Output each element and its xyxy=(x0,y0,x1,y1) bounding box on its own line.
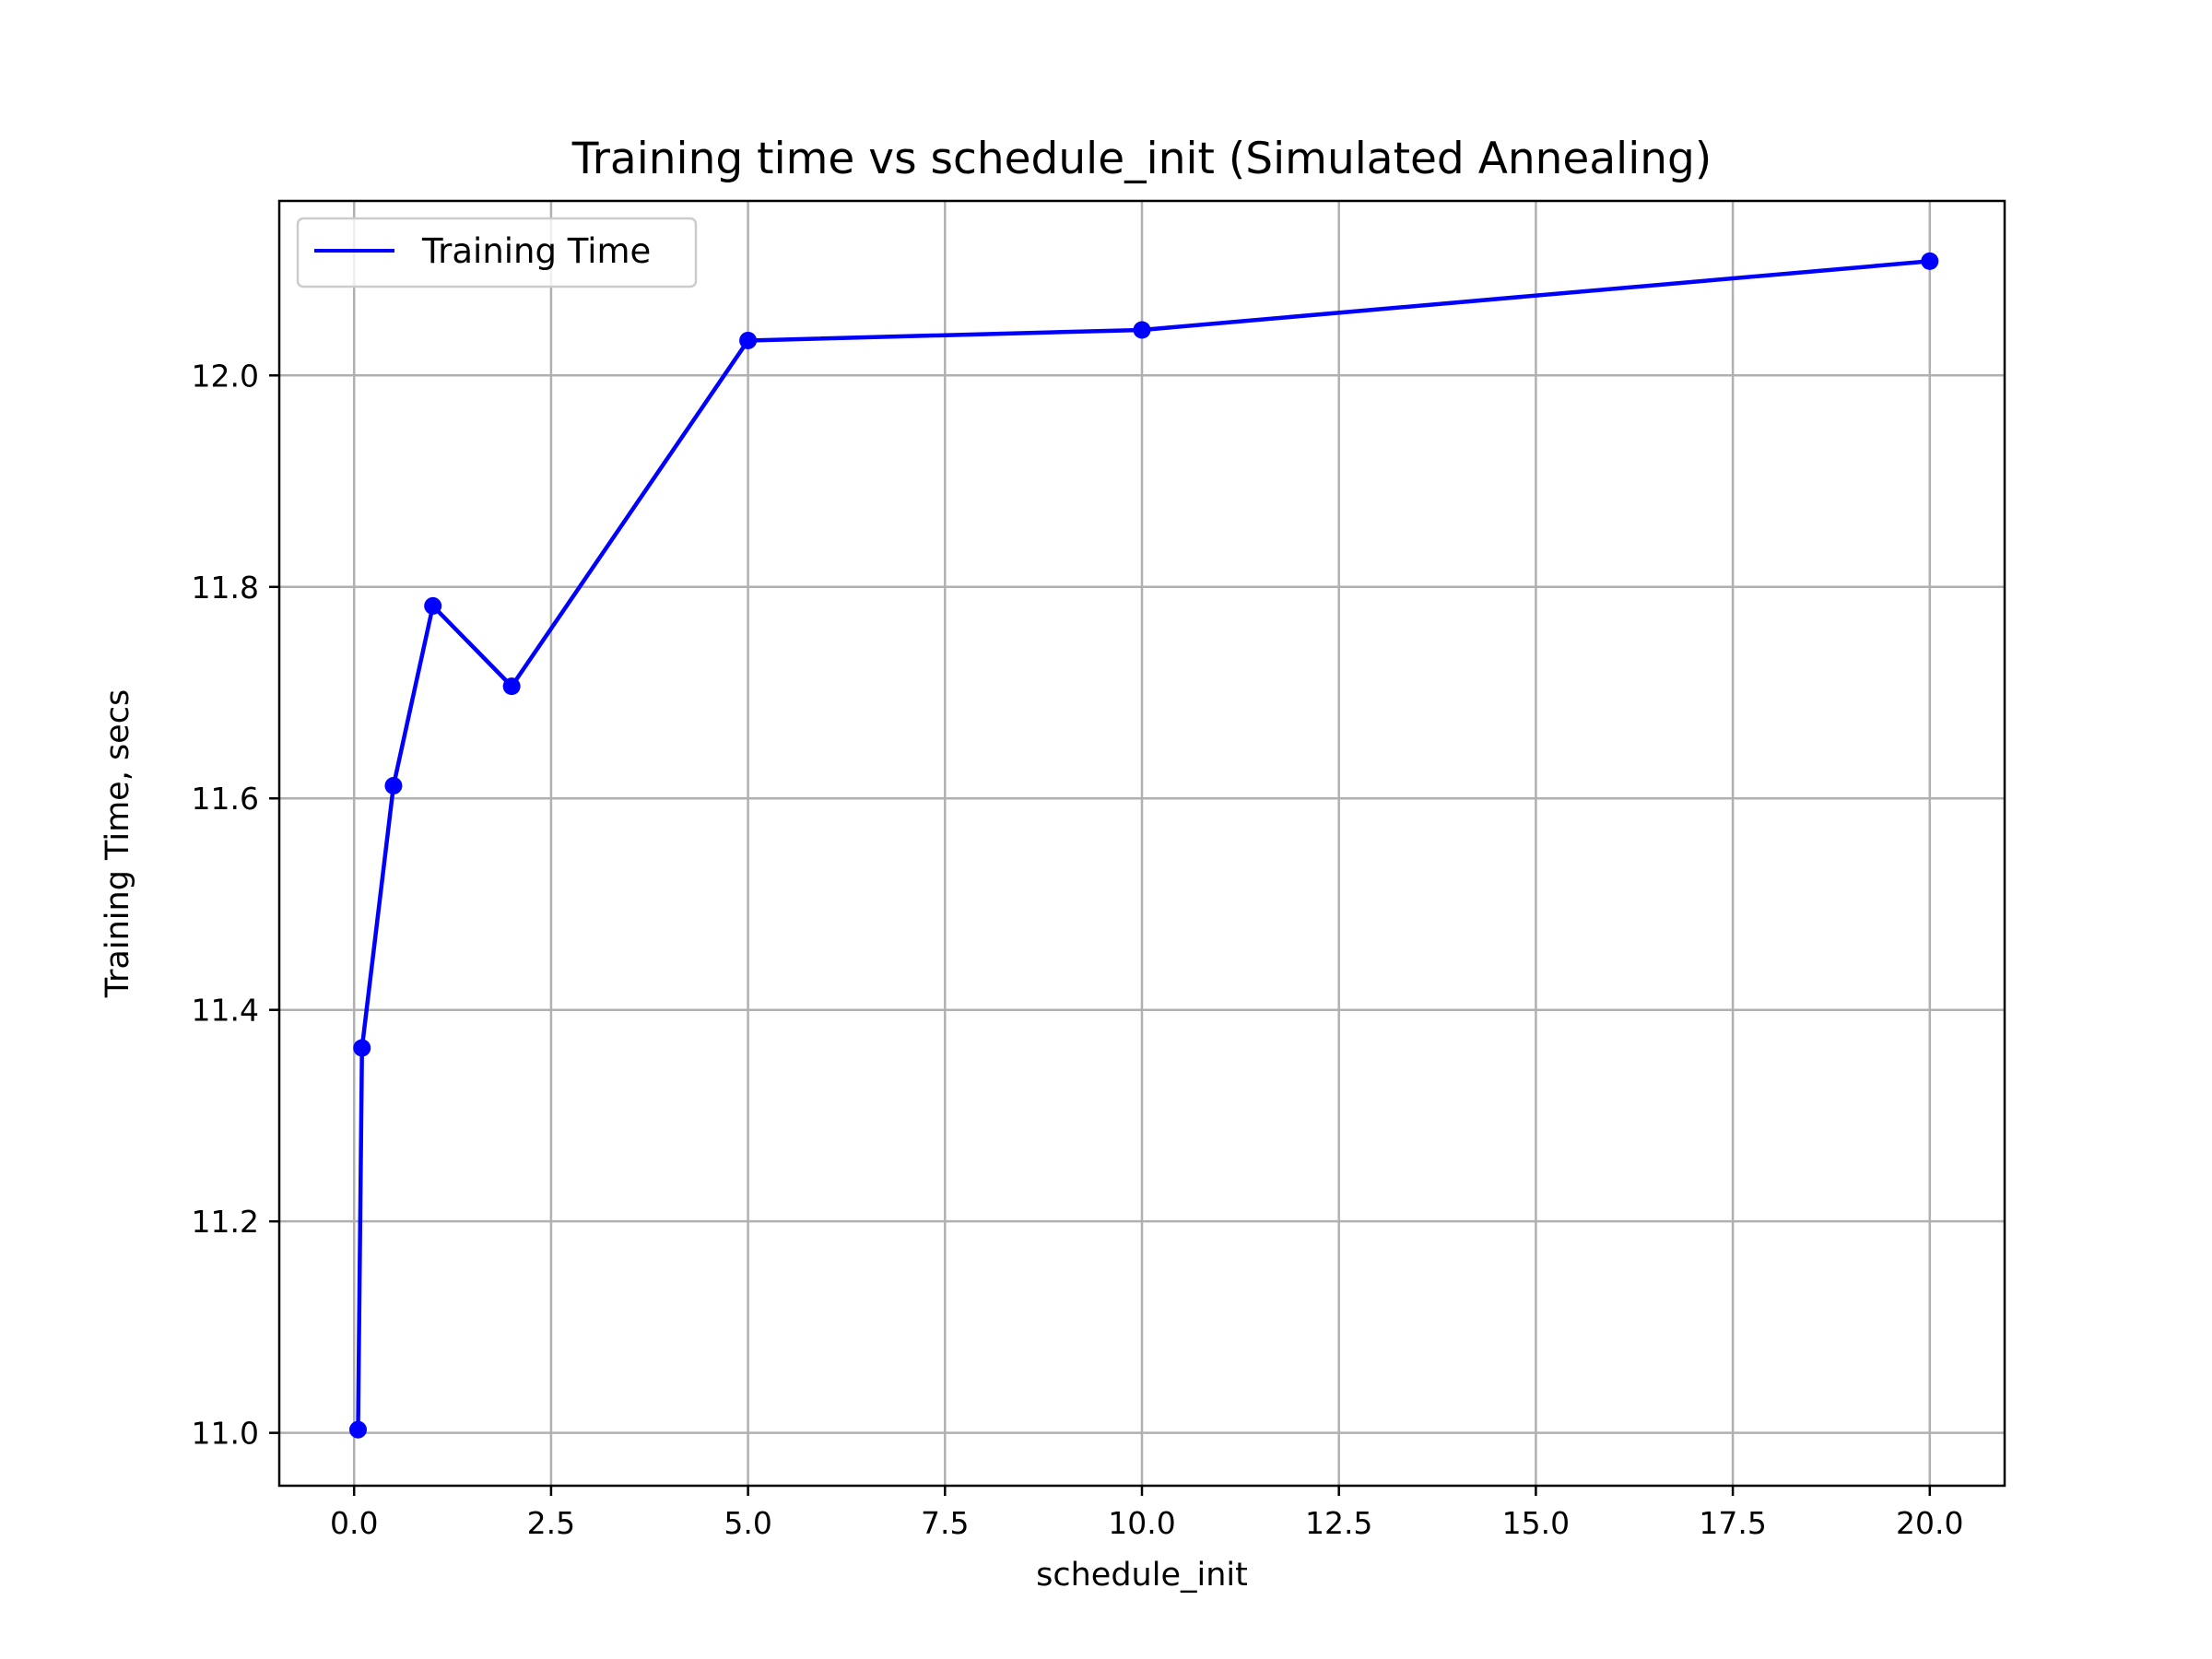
x-tick-label: 17.5 xyxy=(1699,1505,1766,1541)
data-point xyxy=(353,1039,371,1057)
data-point xyxy=(348,1420,367,1439)
chart-title: Training time vs schedule_init (Simulate… xyxy=(571,134,1712,184)
x-tick-label: 5.0 xyxy=(724,1505,771,1541)
data-point xyxy=(424,596,442,615)
y-tick-label: 11.2 xyxy=(192,1204,259,1240)
data-point xyxy=(1921,252,1939,270)
y-tick-label: 11.4 xyxy=(192,993,259,1029)
x-tick-label: 15.0 xyxy=(1502,1505,1570,1541)
legend-box xyxy=(296,217,698,288)
x-tick-label: 2.5 xyxy=(527,1505,575,1541)
x-tick-label: 20.0 xyxy=(1896,1505,1963,1541)
x-tick-label: 0.0 xyxy=(330,1505,378,1541)
y-tick-label: 11.6 xyxy=(192,781,259,817)
y-axis-label: Training Time, secs xyxy=(100,689,136,998)
y-tick-label: 12.0 xyxy=(192,358,259,394)
legend: Training Time xyxy=(296,217,698,288)
y-tick-label: 11.0 xyxy=(192,1416,259,1452)
data-point xyxy=(384,776,403,794)
x-tick-label: 12.5 xyxy=(1305,1505,1372,1541)
data-point xyxy=(739,331,758,349)
data-point xyxy=(502,677,521,696)
axis-ticks: 0.0 2.5 5.0 7.5 10.0 12.5 15.0 17.5 20.0 11.0 11.2… xyxy=(192,358,1964,1541)
y-tick-label: 11.8 xyxy=(192,570,259,606)
data-point xyxy=(1133,321,1151,339)
x-tick-label: 7.5 xyxy=(921,1505,969,1541)
x-axis-label: schedule_init xyxy=(1036,1557,1248,1594)
x-tick-label: 10.0 xyxy=(1108,1505,1175,1541)
series-layer xyxy=(348,252,1939,1439)
series-line-training-time xyxy=(356,259,1930,1430)
legend-label-training-time: Training Time xyxy=(421,231,651,271)
grid-lines xyxy=(279,201,2005,1486)
